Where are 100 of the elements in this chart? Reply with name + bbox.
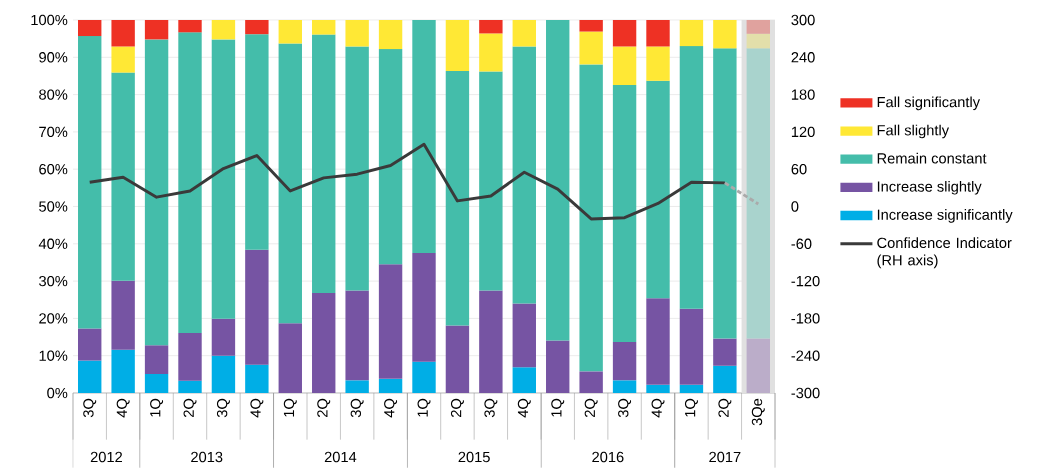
bar <box>345 380 369 393</box>
bar <box>144 39 169 346</box>
bar <box>312 34 336 294</box>
bar <box>512 46 536 304</box>
bar <box>679 308 704 385</box>
y-tick-label: 50% <box>39 201 68 212</box>
bar <box>245 364 269 393</box>
x-tick-label: 2Q <box>584 398 598 417</box>
bar <box>646 20 670 47</box>
y-tick-label: 60% <box>39 164 68 175</box>
bar <box>612 20 637 47</box>
line-series <box>88 142 727 221</box>
x-tick-label: 3Qe <box>751 398 765 426</box>
x-tick-label: 1Q <box>150 398 164 417</box>
bar <box>646 46 670 81</box>
bar <box>579 31 603 65</box>
y2-tick-label: 300 <box>791 14 815 26</box>
bar <box>646 298 670 385</box>
bar <box>679 20 704 47</box>
bar <box>144 345 169 374</box>
bar <box>679 384 704 393</box>
y2-tick-label: 120 <box>791 126 815 138</box>
bar <box>144 373 169 393</box>
x-tick-label: 3Q <box>83 398 97 418</box>
x-tick-label: 1Q <box>283 398 297 417</box>
legend-label: Remain constant <box>877 152 987 164</box>
y2-tick-label: 60 <box>791 164 807 175</box>
bar <box>746 33 770 49</box>
y-tick-label: 80% <box>39 89 68 100</box>
bar <box>546 20 570 341</box>
bar <box>211 39 236 319</box>
bar <box>713 365 737 393</box>
bar <box>512 367 536 393</box>
x-tick-label: 4Q <box>384 398 398 418</box>
bar <box>612 341 637 381</box>
x-tick-label: 2Q <box>183 398 197 417</box>
x-tick-label: 3Q <box>618 398 632 418</box>
text: 2016 <box>592 451 624 463</box>
bar <box>245 249 269 365</box>
bar <box>345 290 369 381</box>
bar <box>111 20 135 47</box>
bar <box>78 36 102 329</box>
x-tick-label: 3Q <box>216 398 230 418</box>
y2-tick-label: -180 <box>791 313 820 324</box>
bar <box>679 46 704 309</box>
bar <box>445 20 470 72</box>
bar <box>78 360 102 393</box>
bar <box>746 20 770 34</box>
bar <box>612 46 637 85</box>
y-tick-label: 40% <box>38 238 68 249</box>
bar <box>412 253 436 362</box>
bar <box>512 20 536 47</box>
x-tick-label: 4Q <box>116 398 130 418</box>
bar <box>378 378 403 393</box>
bar <box>278 43 302 324</box>
y2-tick-label: -300 <box>791 387 820 399</box>
x-tick-label: 3Q <box>350 398 364 418</box>
x-tick-label: 1Q <box>684 398 698 417</box>
bar <box>546 340 570 393</box>
bar <box>211 355 236 393</box>
bar <box>713 20 737 49</box>
x-tick-label: 1Q <box>551 398 565 417</box>
x-tick-label: 4Q <box>517 398 531 418</box>
x-tick-label: 4Q <box>651 398 665 418</box>
y2-tick-label: 180 <box>791 89 815 100</box>
bar <box>178 32 202 333</box>
bar <box>111 349 135 393</box>
legend-label: Fall significantly <box>877 96 980 111</box>
bar <box>278 20 302 44</box>
y-tick-label: 10% <box>39 350 68 361</box>
bar <box>646 384 670 393</box>
bar <box>579 371 603 393</box>
bar <box>412 361 436 393</box>
legend-label: Increase slightly <box>877 180 982 195</box>
x-tick-label: 4Q <box>250 398 264 418</box>
text: 2014 <box>324 451 357 463</box>
bar <box>713 48 737 339</box>
bar <box>312 293 336 393</box>
bar <box>111 46 135 73</box>
y-tick-label: 30% <box>39 275 68 287</box>
x-tick-label: 2Q <box>317 398 331 417</box>
y-tick-label: 100% <box>31 14 68 26</box>
bar <box>378 49 403 265</box>
x-tick-label: 2Q <box>718 398 732 417</box>
bar <box>746 338 770 393</box>
text: 2015 <box>458 451 490 463</box>
bar <box>312 20 336 35</box>
y2-tick-label: 240 <box>791 52 815 63</box>
bar <box>479 33 503 72</box>
bar <box>144 20 169 40</box>
legend-label: Confidence Indicator (RH axis) <box>877 237 1012 269</box>
bar <box>178 20 202 33</box>
bar <box>479 71 503 291</box>
y-tick-label: 90% <box>39 52 68 63</box>
y2-tick-label: -120 <box>791 275 820 287</box>
y-tick-label: 0% <box>47 387 68 399</box>
bar <box>512 303 536 368</box>
x-tick-label: 3Q <box>484 398 498 418</box>
bar <box>211 318 236 356</box>
bar <box>111 72 135 281</box>
